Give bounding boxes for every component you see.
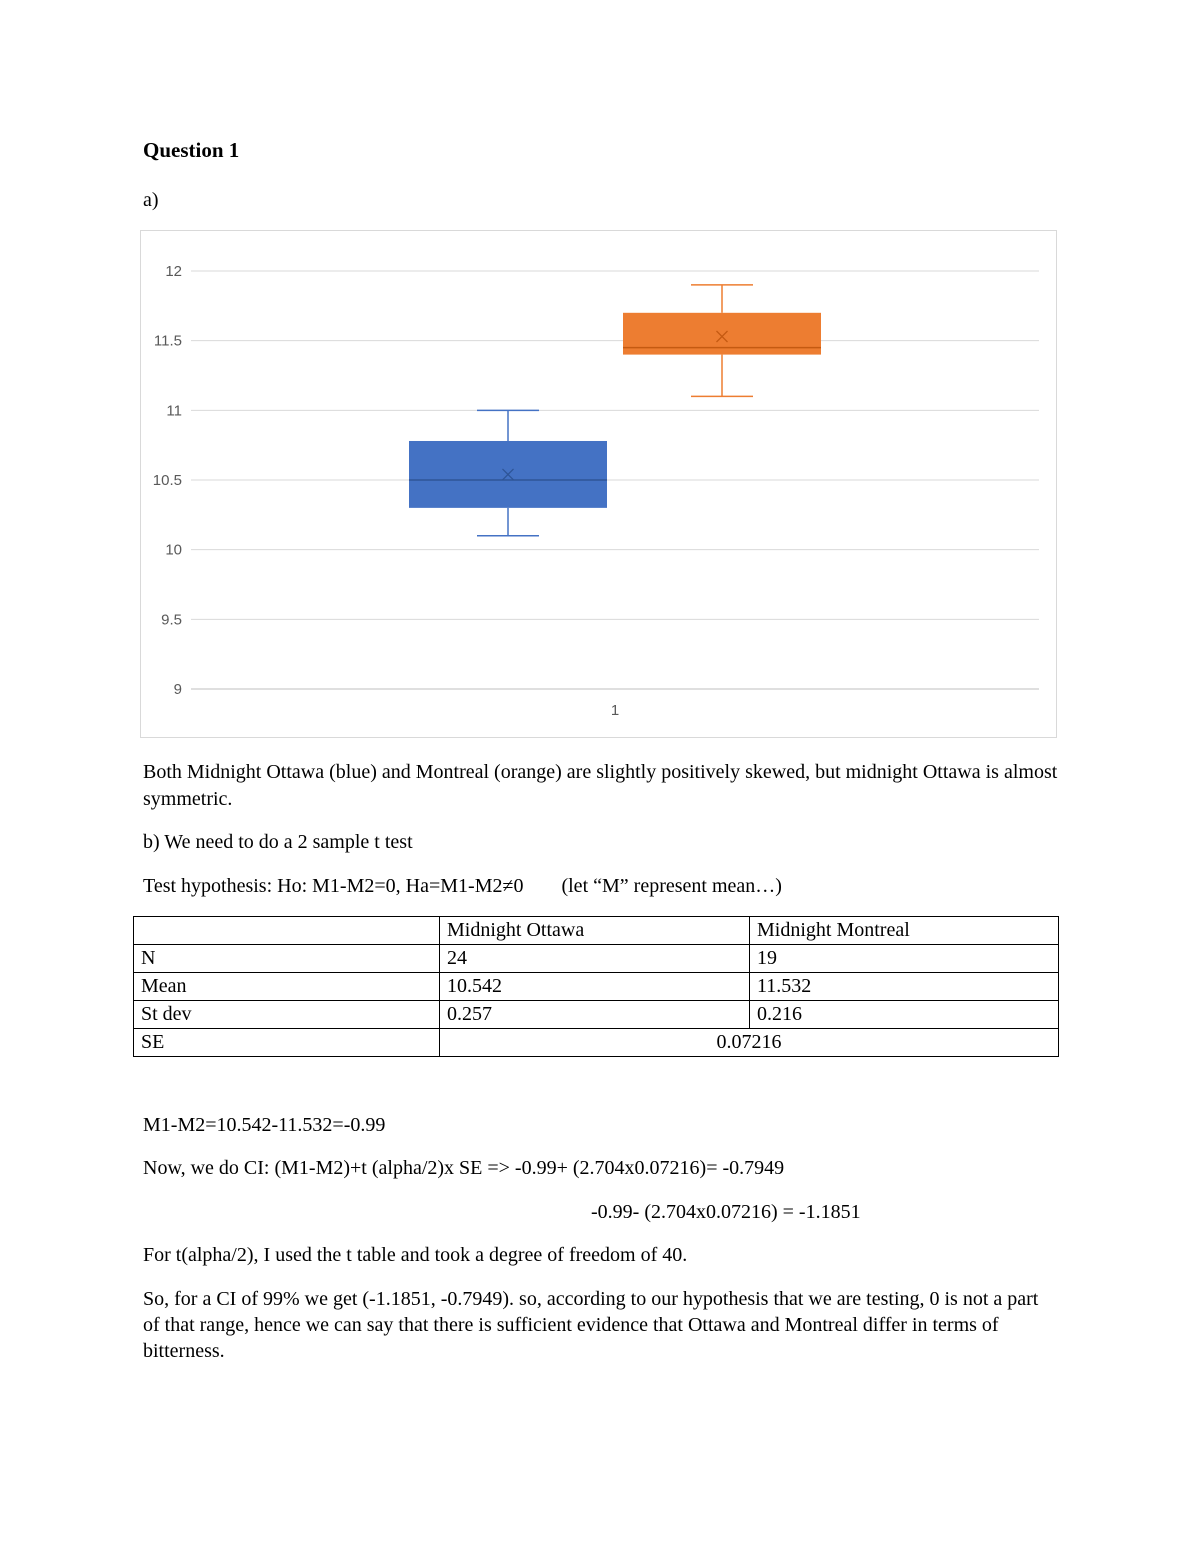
- question-heading: Question 1: [143, 138, 240, 162]
- boxplot-series-0: [409, 409, 607, 537]
- y-tick-label: 11.5: [154, 333, 182, 350]
- row-label: St dev: [133, 999, 440, 1029]
- t-table-note: For t(alpha/2), I used the t table and t…: [143, 1244, 688, 1267]
- table-row-stdev: St dev 0.257 0.216: [133, 999, 1059, 1029]
- table-header-row: Midnight Ottawa Midnight Montreal: [133, 915, 1059, 945]
- calc-m1m2-line: M1-M2=10.542-11.532=-0.99: [143, 1113, 386, 1136]
- y-tick-label: 11: [166, 403, 182, 420]
- chart-caption: Both Midnight Ottawa (blue) and Montreal…: [143, 761, 1058, 810]
- y-tick-label: 12: [165, 263, 182, 280]
- cell-value: 19: [749, 943, 1059, 973]
- row-label: Mean: [133, 971, 440, 1001]
- calc-ci-line1: Now, we do CI: (M1-M2)+t (alpha/2)x SE =…: [143, 1157, 785, 1180]
- part-b-text: b) We need to do a 2 sample t test: [143, 831, 413, 854]
- boxplot-svg: 9 9.5 10 10.5 11 11.5 12 1: [153, 263, 1039, 719]
- part-a-label: a): [143, 189, 159, 211]
- table-row-se: SE 0.07216: [133, 1027, 1059, 1057]
- hypothesis-main: Test hypothesis: Ho: M1-M2=0, Ha=M1-M2≠0: [143, 874, 524, 897]
- y-tick-label: 10: [165, 542, 182, 559]
- y-tick-label: 9: [174, 681, 182, 698]
- table-row-n: N 24 19: [133, 943, 1059, 973]
- cell-value: 0.216: [749, 999, 1059, 1029]
- header-empty-cell: [133, 915, 440, 945]
- cell-se-value: 0.07216: [439, 1027, 1059, 1057]
- boxplot-chart: 9 9.5 10 10.5 11 11.5 12 1: [140, 230, 1057, 739]
- cell-value: 11.532: [749, 971, 1059, 1001]
- document-page: Question 1 a) 9 9.5 10 10.5 11 11.5 12 1 Both M…: [133, 138, 1059, 1363]
- hypothesis-line: Test hypothesis: Ho: M1-M2=0, Ha=M1-M2≠0…: [143, 873, 1058, 899]
- row-label: N: [133, 943, 440, 973]
- hypothesis-note: (let “M” represent mean…): [561, 874, 782, 897]
- cell-value: 0.257: [439, 999, 750, 1029]
- boxplot-series-1: [623, 284, 821, 398]
- stats-table: Midnight Ottawa Midnight Montreal N 24 1…: [133, 915, 1059, 1057]
- header-ottawa: Midnight Ottawa: [439, 915, 750, 945]
- cell-value: 10.542: [439, 971, 750, 1001]
- header-montreal: Midnight Montreal: [749, 915, 1059, 945]
- conclusion-paragraph: So, for a CI of 99% we get (-1.1851, -0.…: [143, 1287, 1039, 1363]
- x-tick-label: 1: [611, 702, 619, 719]
- table-row-mean: Mean 10.542 11.532: [133, 971, 1059, 1001]
- y-tick-label: 10.5: [153, 472, 182, 489]
- cell-value: 24: [439, 943, 750, 973]
- calc-ci-line2: -0.99- (2.704x0.07216) = -1.1851: [591, 1200, 861, 1223]
- y-tick-label: 9.5: [161, 612, 182, 629]
- row-label: SE: [133, 1027, 440, 1057]
